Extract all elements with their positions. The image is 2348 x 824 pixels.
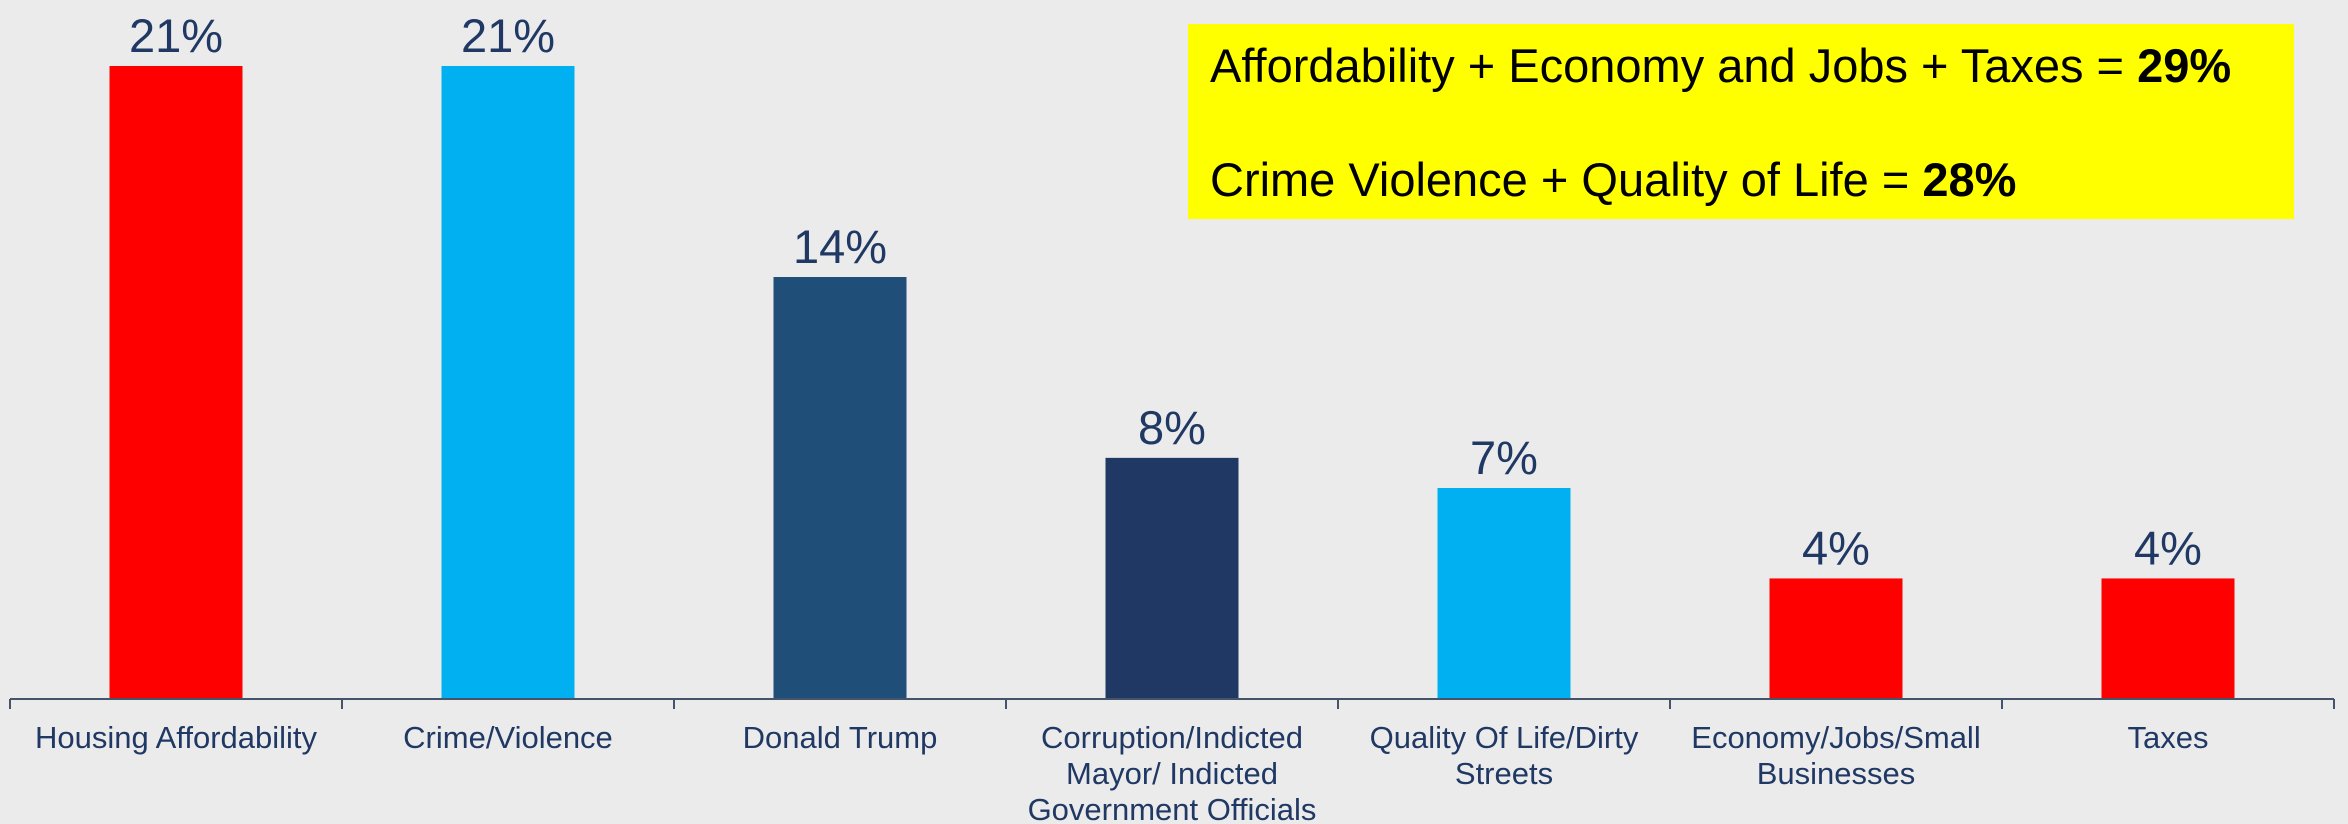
category-label-line: Taxes [2128,720,2209,755]
category-label-line: Corruption/Indicted [1041,720,1303,755]
category-label-4: Corruption/Indicted Mayor/ Indicted Govern… [1028,720,1317,824]
category-label-line: Crime/Violence [403,720,613,755]
category-label-line: Mayor/ Indicted [1066,756,1278,791]
category-label-line: Government Officials [1028,792,1317,824]
category-label-1: Housing Affordability [35,720,318,755]
category-label-line: Streets [1455,756,1553,791]
bar-value-label-2: 21% [461,9,555,62]
bar-7 [2101,578,2235,699]
summary-callout-box: Affordability + Economy and Jobs + Taxes… [1188,24,2294,219]
bar-1 [109,66,243,699]
category-label-line: Donald Trump [743,720,938,755]
callout-line-crime: Crime Violence + Quality of Life = 28% [1210,152,2294,208]
callout-line1-text: Affordability + Economy and Jobs + Taxes… [1210,39,2138,92]
bar-value-label-1: 21% [129,9,223,62]
callout-line2-value: 28% [1922,153,2017,206]
bar-value-label-4: 8% [1138,401,1206,454]
category-label-line: Quality Of Life/Dirty [1370,720,1639,755]
category-label-2: Crime/Violence [403,720,613,755]
bar-6 [1769,578,1903,699]
category-label-7: Taxes [2128,720,2209,755]
category-label-line: Businesses [1757,756,1916,791]
bar-4 [1105,457,1239,699]
category-label-5: Quality Of Life/Dirty Streets [1370,720,1639,791]
bar-3 [773,277,907,699]
callout-line2-text: Crime Violence + Quality of Life = [1210,153,1923,206]
category-label-3: Donald Trump [743,720,938,755]
category-label-6: Economy/Jobs/Small Businesses [1691,720,1980,791]
category-label-line: Housing Affordability [35,720,318,755]
category-label-line: Economy/Jobs/Small [1691,720,1980,755]
bar-value-label-5: 7% [1470,431,1538,484]
bar-5 [1437,488,1571,699]
callout-line1-value: 29% [2137,39,2232,92]
bar-value-label-3: 14% [793,220,887,273]
bar-value-label-7: 4% [2134,521,2202,574]
bar-2 [441,66,575,699]
callout-line-affordability: Affordability + Economy and Jobs + Taxes… [1210,38,2294,94]
bar-value-label-6: 4% [1802,521,1870,574]
